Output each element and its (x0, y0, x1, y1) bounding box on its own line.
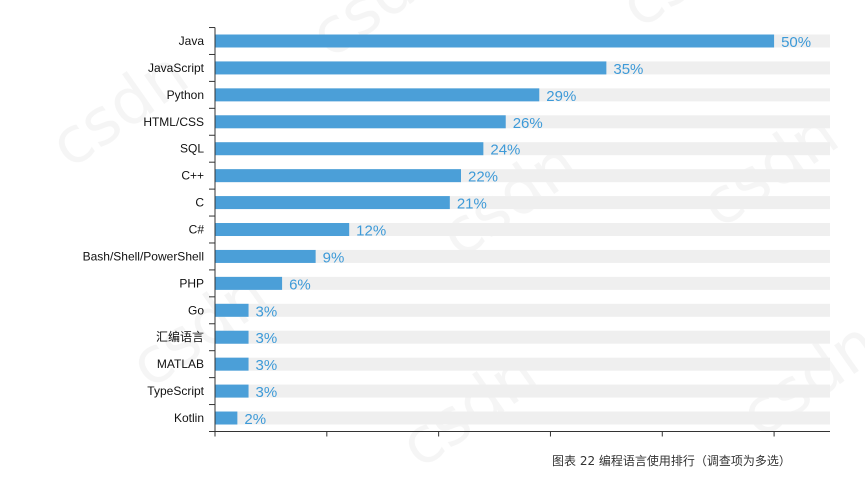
value-label: 26% (513, 115, 543, 132)
bar (215, 196, 450, 210)
value-label: 3% (256, 357, 278, 374)
bar (215, 34, 775, 48)
value-label: 21% (457, 196, 487, 213)
bar (215, 384, 249, 398)
category-label: SQL (180, 142, 204, 156)
value-label: 6% (289, 276, 311, 293)
bar (215, 303, 249, 317)
category-label: PHP (179, 276, 204, 290)
bar (215, 276, 283, 290)
category-label: C++ (181, 169, 204, 183)
bars (215, 34, 775, 425)
value-label: 9% (323, 249, 345, 266)
category-label: C# (189, 223, 205, 237)
category-label: Kotlin (174, 411, 204, 425)
bar-track (215, 330, 830, 344)
chart-caption: 图表 22 编程语言使用排行（调查项为多选） (552, 454, 791, 468)
category-label: HTML/CSS (143, 115, 204, 129)
value-label: 12% (356, 223, 386, 240)
axes (209, 27, 830, 437)
bar (215, 88, 540, 102)
bar (215, 115, 506, 129)
value-label: 22% (468, 169, 498, 186)
value-label: 35% (613, 61, 643, 78)
bar (215, 249, 316, 263)
value-label: 3% (256, 330, 278, 347)
bar-track (215, 249, 830, 263)
bar-track (215, 303, 830, 317)
labels: Java 50% JavaScript 35% Python 29% HTML/CSS 26%… (83, 34, 812, 428)
bar (215, 411, 238, 425)
category-label: MATLAB (157, 357, 204, 371)
bar-track (215, 223, 830, 237)
bar-track (215, 384, 830, 398)
value-label: 2% (244, 411, 266, 428)
bar-track (215, 276, 830, 290)
category-label: Go (188, 303, 204, 317)
category-label: Bash/Shell/PowerShell (83, 249, 204, 263)
value-label: 3% (256, 384, 278, 401)
value-label: 29% (546, 88, 576, 105)
category-label: TypeScript (147, 384, 204, 398)
value-label: 24% (490, 142, 520, 159)
category-label: Python (167, 88, 204, 102)
watermark-text: csdn (37, 37, 202, 183)
bar (215, 142, 484, 156)
bar (215, 357, 249, 371)
category-label: C (195, 196, 204, 210)
category-label: JavaScript (148, 61, 205, 75)
value-label: 3% (256, 303, 278, 320)
bar (215, 169, 461, 183)
bar (215, 61, 607, 75)
bar-track (215, 357, 830, 371)
category-label: Java (179, 34, 205, 48)
bar (215, 330, 249, 344)
category-label: 汇编语言 (156, 329, 204, 344)
bar-track (215, 411, 830, 425)
bar (215, 223, 350, 237)
value-label: 50% (781, 34, 811, 51)
